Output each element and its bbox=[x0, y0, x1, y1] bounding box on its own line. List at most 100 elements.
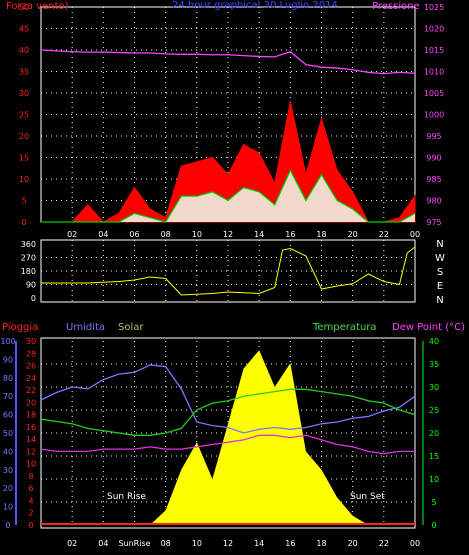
x-tick-label: 20 bbox=[348, 230, 358, 239]
series-avg bbox=[41, 169, 416, 223]
temp-x-ticks: 02 04 SunRise 08 10 12 14 16 18 20 22 00 bbox=[67, 539, 420, 548]
x-tick-label: 16 bbox=[285, 230, 295, 239]
series-direction bbox=[41, 246, 416, 296]
temperature-y-tick: 20 bbox=[429, 429, 439, 438]
rain-y-tick: 22 bbox=[26, 386, 36, 395]
humidity-y-tick: 50 bbox=[3, 429, 13, 438]
pressure-axis-title: Pressione bbox=[372, 1, 420, 12]
rain-y-tick: 12 bbox=[26, 447, 36, 456]
wind-y-tick: 5 bbox=[21, 197, 26, 206]
series-solar bbox=[41, 350, 415, 525]
humidity-y-tick: 40 bbox=[3, 447, 13, 456]
x-tick-label: 08 bbox=[161, 539, 171, 548]
x-tick-label: 04 bbox=[98, 230, 108, 239]
humidity-y-tick: 80 bbox=[3, 374, 13, 383]
series-temperature bbox=[40, 388, 416, 436]
temperature-y-tick: 25 bbox=[429, 406, 439, 415]
humidity-axis-title: Umidita bbox=[66, 322, 105, 333]
pressure-y-tick: 1000 bbox=[424, 111, 444, 120]
rain-y-tick: 30 bbox=[26, 337, 36, 346]
compass-label: S bbox=[437, 267, 443, 278]
rain-y-tick: 8 bbox=[28, 472, 33, 481]
humidity-y-tick: 100 bbox=[0, 337, 15, 346]
rain-y-tick: 4 bbox=[28, 496, 33, 505]
humidity-y-tick: 70 bbox=[3, 392, 13, 401]
pressure-y-tick: 1010 bbox=[424, 68, 444, 77]
x-tick-label: 02 bbox=[67, 539, 77, 548]
x-tick-label: 16 bbox=[285, 539, 295, 548]
x-tick-label: SunRise bbox=[118, 539, 150, 548]
pressure-y-tick: 1005 bbox=[424, 89, 444, 98]
temperature-y-tick: 15 bbox=[429, 452, 439, 461]
direction-y-tick: 270 bbox=[21, 254, 36, 263]
x-tick-label: 22 bbox=[379, 539, 389, 548]
wind-y-tick: 10 bbox=[19, 175, 29, 184]
direction-y-tick: 90 bbox=[26, 281, 36, 290]
wind-y-tick: 20 bbox=[19, 132, 29, 141]
temperature-y-tick: 0 bbox=[431, 521, 436, 530]
x-tick-label: 08 bbox=[161, 230, 171, 239]
temperature-y-tick: 40 bbox=[429, 337, 439, 346]
x-tick-label: 12 bbox=[223, 539, 233, 548]
x-tick-label: 18 bbox=[316, 230, 326, 239]
x-tick-label: 12 bbox=[223, 230, 233, 239]
series-avg-fill bbox=[41, 170, 415, 222]
solar-axis-title: Solar bbox=[118, 322, 144, 333]
series-humidity bbox=[40, 364, 416, 434]
direction-y-tick: 360 bbox=[21, 240, 36, 249]
temperature-y-ticks: 0 5 10 15 20 25 30 35 40 bbox=[422, 337, 439, 530]
x-tick-label: 00 bbox=[410, 539, 420, 548]
temperature-y-tick: 10 bbox=[429, 475, 439, 484]
pressure-y-tick: 995 bbox=[426, 132, 441, 141]
x-tick-label: 02 bbox=[67, 230, 77, 239]
x-tick-label: 06 bbox=[129, 230, 139, 239]
rain-y-tick: 24 bbox=[26, 374, 36, 383]
chart-title: 24 hour graphical 30 Luglio 2014 bbox=[172, 0, 338, 11]
wind-y-tick: 15 bbox=[19, 154, 29, 163]
pressure-y-tick: 985 bbox=[426, 175, 441, 184]
dewpoint-axis-title: Dew Point (°C) bbox=[392, 322, 465, 333]
compass-label: W bbox=[435, 253, 445, 264]
temperature-y-tick: 35 bbox=[429, 360, 439, 369]
humidity-y-tick: 90 bbox=[3, 355, 13, 364]
wind-y-tick: 35 bbox=[19, 68, 29, 77]
compass-label: N bbox=[436, 239, 443, 250]
direction-series bbox=[41, 246, 416, 296]
temperature-y-tick: 5 bbox=[431, 498, 436, 507]
series-dewpoint bbox=[40, 434, 415, 455]
rain-y-tick: 6 bbox=[28, 484, 33, 493]
direction-y-ticks: 0 90 180 270 360 bbox=[21, 240, 36, 303]
wind-y-tick: 45 bbox=[19, 25, 29, 34]
wind-y-tick: 50 bbox=[19, 3, 29, 12]
rain-y-tick: 28 bbox=[26, 349, 36, 358]
x-tick-label: 04 bbox=[98, 539, 108, 548]
direction-y-tick: 0 bbox=[31, 294, 36, 303]
temperature-y-tick: 30 bbox=[429, 383, 439, 392]
rain-y-tick: 0 bbox=[28, 521, 33, 530]
wind-axis-title: Forza vento) bbox=[6, 1, 69, 12]
humidity-y-tick: 0 bbox=[5, 521, 10, 530]
rain-y-tick: 20 bbox=[26, 398, 36, 407]
pressure-y-tick: 1025 bbox=[424, 3, 444, 12]
series-pressure bbox=[40, 49, 416, 75]
wind-y-tick: 0 bbox=[21, 218, 26, 227]
x-tick-label: 22 bbox=[379, 230, 389, 239]
rain-y-tick: 2 bbox=[28, 509, 33, 518]
wind-y-tick: 40 bbox=[19, 46, 29, 55]
compass-label: E bbox=[437, 281, 443, 292]
rain-y-tick: 26 bbox=[26, 362, 36, 371]
humidity-y-tick: 20 bbox=[3, 484, 13, 493]
humidity-y-tick: 30 bbox=[3, 466, 13, 475]
pressure-y-tick: 980 bbox=[426, 197, 441, 206]
wind-y-tick: 30 bbox=[19, 89, 29, 98]
wind-y-ticks: 0 5 10 15 20 25 30 35 40 45 50 bbox=[19, 3, 29, 227]
humidity-y-ticks: 0 10 20 30 40 50 60 70 80 90 100 bbox=[0, 337, 17, 530]
rain-y-tick: 10 bbox=[26, 460, 36, 469]
pressure-y-tick: 990 bbox=[426, 154, 441, 163]
temperature-axis-title: Temperatura bbox=[312, 322, 377, 333]
x-tick-label: 10 bbox=[192, 539, 202, 548]
humidity-y-tick: 10 bbox=[3, 503, 13, 512]
